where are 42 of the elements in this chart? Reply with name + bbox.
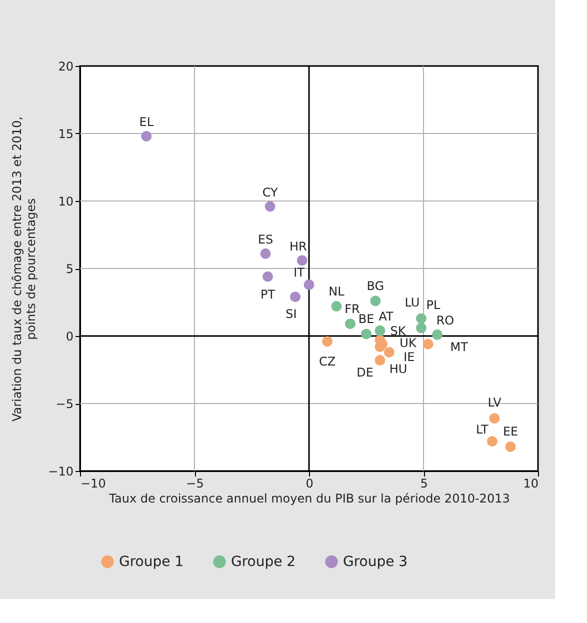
data-label: LV [488, 395, 502, 410]
y-axis-title: Variation du taux de chômage entre 2013 et 2010, points de pourcentages [10, 116, 38, 422]
data-label: MT [450, 340, 469, 354]
y-tick-label: −5 [56, 397, 74, 411]
y-tick-label: 20 [58, 60, 74, 74]
x-tick-label: −10 [80, 476, 106, 490]
x-tick-label: 0 [306, 476, 314, 490]
legend-label: Groupe 3 [343, 554, 408, 570]
data-label: BG [366, 278, 384, 293]
data-label: EE [502, 424, 518, 439]
data-label: HR [289, 239, 307, 254]
x-tick-label: −5 [186, 476, 204, 490]
data-label: SK [390, 324, 407, 338]
data-label: AT [378, 310, 394, 324]
data-label: PL [426, 298, 440, 312]
data-label: RO [436, 314, 454, 328]
y-tick-label: 10 [58, 194, 74, 208]
y-tick-label: 0 [66, 330, 74, 344]
data-label: SI [286, 306, 297, 321]
data-label: PT [260, 288, 276, 302]
data-label: UK [400, 336, 418, 350]
data-label: NL [328, 284, 345, 298]
data-label: LU [404, 295, 420, 310]
y-tick-label: 15 [58, 127, 74, 141]
data-label: EL [139, 115, 154, 130]
data-label: IT [294, 266, 306, 280]
data-label: CY [262, 185, 278, 200]
y-tick-label: 5 [66, 262, 74, 276]
y-tick-label: −10 [48, 464, 74, 478]
legend-label: Groupe 1 [119, 554, 184, 570]
data-label: ES [258, 232, 274, 247]
x-tick-label: 5 [420, 476, 428, 490]
data-label: IE [404, 350, 415, 364]
legend-label: Groupe 2 [231, 554, 296, 570]
data-label: LT [476, 422, 490, 436]
x-axis-title: Taux de croissance annuel moyen du PIB sur la période 2010-2013 [108, 492, 510, 506]
x-tick-label: 10 [523, 476, 538, 490]
data-label: CZ [319, 354, 336, 368]
data-label: HU [389, 362, 408, 376]
data-label: BE [358, 312, 374, 326]
data-label: FR [344, 302, 360, 316]
data-label: DE [356, 365, 374, 380]
